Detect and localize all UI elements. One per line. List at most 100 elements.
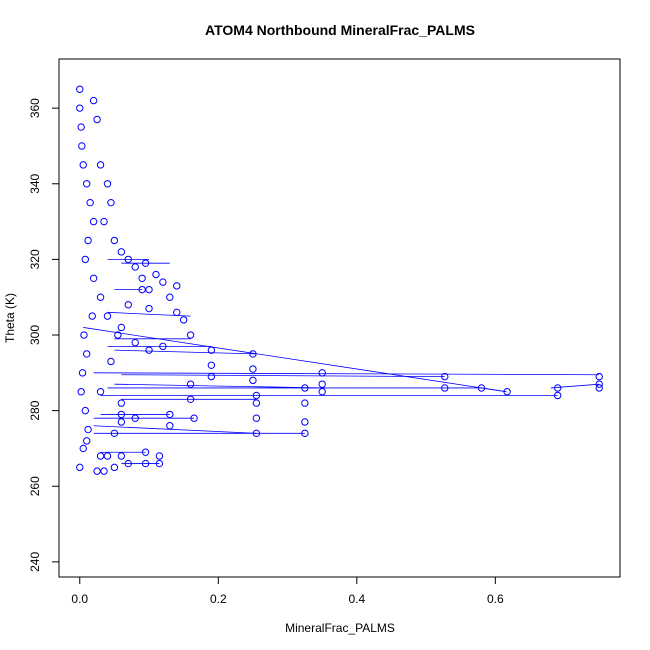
data-point xyxy=(145,285,153,294)
x-tick-label: 0.2 xyxy=(210,592,227,606)
data-point xyxy=(166,410,174,419)
data-point xyxy=(110,463,119,472)
data-point xyxy=(124,459,132,468)
data-point xyxy=(301,384,309,392)
data-point xyxy=(190,414,198,422)
data-point xyxy=(96,293,105,301)
data-point xyxy=(76,104,84,112)
data-point xyxy=(83,350,91,358)
data-point xyxy=(252,429,261,438)
data-point xyxy=(124,255,132,264)
x-tick-label: 0.6 xyxy=(487,592,504,606)
data-point xyxy=(252,391,261,400)
data-point xyxy=(595,372,603,381)
data-point xyxy=(166,293,174,301)
data-point xyxy=(107,198,115,207)
connecting-line xyxy=(93,425,257,434)
data-point xyxy=(301,429,309,438)
data-point xyxy=(84,425,92,434)
y-tick-label: 260 xyxy=(28,476,42,496)
data-point xyxy=(100,217,108,226)
data-points xyxy=(76,85,603,475)
connecting-lines xyxy=(83,258,600,464)
data-point xyxy=(79,444,87,453)
data-point xyxy=(173,308,181,317)
data-point xyxy=(77,388,85,396)
data-point xyxy=(77,123,85,131)
data-point xyxy=(131,338,139,347)
data-point xyxy=(93,115,101,124)
y-tick-label: 240 xyxy=(28,552,42,572)
connecting-line xyxy=(114,349,257,355)
data-point xyxy=(301,418,309,426)
data-point xyxy=(186,395,195,403)
data-point xyxy=(96,452,105,460)
data-point xyxy=(89,274,98,282)
data-point xyxy=(553,391,562,400)
data-point xyxy=(117,410,126,419)
data-point xyxy=(441,372,449,381)
data-point xyxy=(96,161,105,169)
data-point xyxy=(76,463,84,472)
connecting-line xyxy=(93,372,600,376)
connecting-line xyxy=(550,383,600,389)
data-point xyxy=(78,369,87,377)
data-point xyxy=(249,365,257,373)
data-point xyxy=(114,331,122,339)
chart-title: ATOM4 Northbound MineralFrac_PALMS xyxy=(205,22,475,38)
data-point xyxy=(76,85,84,93)
y-axis: 240 260 280 300 320 340 360 xyxy=(28,98,60,572)
data-point xyxy=(152,270,160,279)
data-point xyxy=(93,467,101,475)
data-point xyxy=(207,361,216,369)
data-point xyxy=(138,274,146,282)
data-point xyxy=(252,399,261,407)
data-point xyxy=(117,418,126,426)
data-point xyxy=(117,452,126,460)
data-point xyxy=(83,180,91,188)
x-tick-label: 0.0 xyxy=(71,592,88,606)
data-point xyxy=(141,448,150,456)
data-point xyxy=(155,452,164,460)
data-point xyxy=(141,259,150,267)
data-point xyxy=(80,331,88,339)
data-point xyxy=(78,142,86,150)
data-point xyxy=(301,399,309,407)
data-point xyxy=(173,282,181,290)
data-point xyxy=(595,384,603,392)
data-point xyxy=(110,429,119,438)
x-axis-label: MineralFrac_PALMS xyxy=(285,621,395,635)
data-point xyxy=(88,312,96,320)
data-point xyxy=(124,301,132,309)
data-point xyxy=(83,437,91,445)
data-point xyxy=(166,422,174,430)
data-point xyxy=(81,255,90,264)
data-point xyxy=(79,161,87,169)
data-point xyxy=(595,380,603,388)
y-tick-label: 360 xyxy=(28,98,42,118)
plot-frame xyxy=(58,58,621,578)
data-point xyxy=(155,459,164,468)
data-point xyxy=(103,312,112,320)
data-point xyxy=(117,399,126,407)
data-point xyxy=(131,263,139,271)
data-point xyxy=(441,384,449,392)
x-tick-label: 0.4 xyxy=(348,592,365,606)
data-point xyxy=(84,236,92,245)
data-point xyxy=(145,304,153,313)
data-point xyxy=(131,414,139,422)
data-point xyxy=(159,342,167,351)
y-tick-label: 340 xyxy=(28,173,42,193)
data-point xyxy=(318,369,326,377)
data-point xyxy=(207,372,216,381)
connecting-line xyxy=(83,327,507,393)
data-point xyxy=(138,285,146,294)
data-point xyxy=(179,316,188,324)
data-point xyxy=(318,388,326,396)
data-point xyxy=(141,459,150,468)
data-point xyxy=(86,198,94,207)
data-point xyxy=(103,180,112,188)
data-point xyxy=(89,217,98,226)
data-point xyxy=(89,96,98,105)
